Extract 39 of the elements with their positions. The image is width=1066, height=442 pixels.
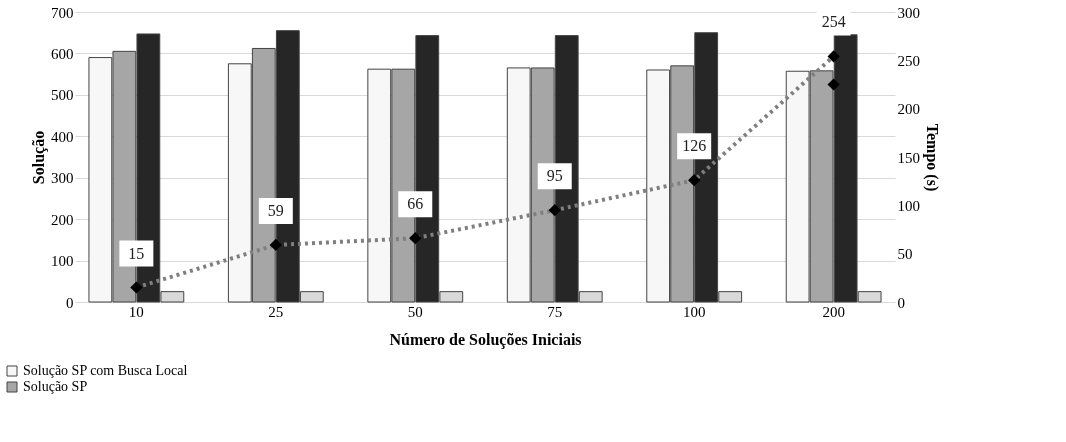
point — [130, 281, 143, 294]
data-label: 59 — [267, 201, 284, 219]
data-label: 66 — [407, 195, 424, 213]
x-tick-label: 200 — [822, 303, 845, 320]
y2-tick-label: 100 — [897, 197, 920, 214]
y-tick-label: 100 — [51, 253, 74, 270]
legend-label: Solução SP com Busca Local — [23, 363, 188, 378]
y2-tick-label: 300 — [897, 4, 920, 21]
y-tick-label: 300 — [51, 170, 74, 187]
point — [269, 238, 282, 252]
data-label: 15 — [128, 244, 145, 262]
point — [688, 174, 701, 187]
data-label: 126 — [682, 137, 707, 155]
data-label: 254 — [821, 13, 846, 31]
y2-tick-label: 200 — [897, 101, 920, 118]
y-tick-label: 600 — [51, 45, 74, 62]
point — [548, 204, 561, 217]
y2-tick-label: 50 — [897, 246, 913, 263]
y-tick-label: 700 — [51, 4, 74, 21]
y-tick-label: 500 — [51, 87, 74, 104]
point — [827, 78, 840, 91]
y-tick-label: 200 — [51, 211, 74, 228]
x-axis-title: Número de Soluções Iniciais — [389, 330, 582, 349]
legend-label: Solução SP — [23, 379, 88, 394]
y-tick-label: 400 — [51, 128, 74, 145]
x-tick-label: 10 — [128, 303, 144, 320]
x-tick-label: 75 — [547, 303, 563, 320]
x-tick-label: 50 — [407, 303, 423, 320]
y-axis-title: Solução — [30, 130, 48, 185]
x-tick-label: 25 — [268, 303, 284, 320]
x-tick-label: 100 — [682, 303, 706, 320]
data-label: 95 — [546, 167, 563, 185]
y2-axis-title: Tempo (s) — [923, 123, 941, 192]
point — [409, 232, 422, 245]
y2-tick-label: 150 — [897, 149, 920, 166]
point — [827, 50, 840, 63]
y-tick-label: 0 — [66, 294, 74, 311]
y2-tick-label: 250 — [897, 52, 920, 69]
y2-tick-label: 0 — [897, 294, 905, 311]
